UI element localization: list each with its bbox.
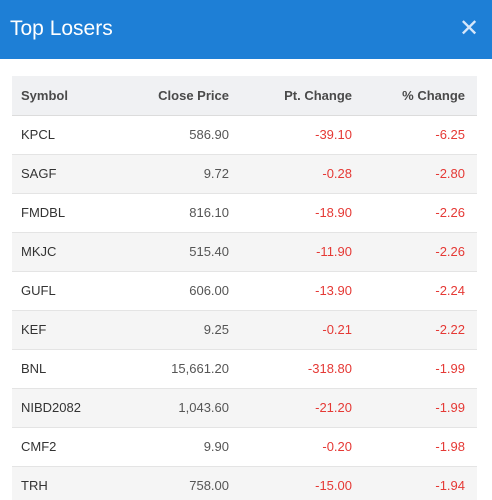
cell-symbol: BNL bbox=[12, 349, 110, 389]
table-row[interactable]: FMDBL 816.10 -18.90 -2.26 bbox=[12, 193, 477, 233]
cell-close-price: 515.40 bbox=[110, 232, 232, 272]
cell-close-price: 758.00 bbox=[110, 466, 232, 500]
table-row[interactable]: GUFL 606.00 -13.90 -2.24 bbox=[12, 271, 477, 311]
column-header-pct-change[interactable]: % Change bbox=[355, 76, 477, 116]
cell-pct-change: -1.99 bbox=[355, 388, 477, 428]
table-header-row: Symbol Close Price Pt. Change % Change bbox=[12, 76, 477, 116]
cell-pct-change: -1.99 bbox=[355, 349, 477, 389]
table-body: KPCL 586.90 -39.10 -6.25 SAGF 9.72 -0.28 -2.80 F… bbox=[12, 115, 477, 500]
cell-pt-change: -318.80 bbox=[232, 349, 355, 389]
cell-symbol: NIBD2082 bbox=[12, 388, 110, 428]
cell-close-price: 9.72 bbox=[110, 154, 232, 194]
cell-pct-change: -2.26 bbox=[355, 232, 477, 272]
cell-symbol: SAGF bbox=[12, 154, 110, 194]
cell-close-price: 586.90 bbox=[110, 115, 232, 155]
cell-pct-change: -1.94 bbox=[355, 466, 477, 500]
cell-close-price: 816.10 bbox=[110, 193, 232, 233]
cell-close-price: 15,661.20 bbox=[110, 349, 232, 389]
cell-symbol: CMF2 bbox=[12, 427, 110, 467]
cell-pt-change: -21.20 bbox=[232, 388, 355, 428]
cell-close-price: 9.25 bbox=[110, 310, 232, 350]
column-header-close-price[interactable]: Close Price bbox=[110, 76, 232, 116]
cell-pt-change: -39.10 bbox=[232, 115, 355, 155]
cell-pt-change: -18.90 bbox=[232, 193, 355, 233]
cell-symbol: KPCL bbox=[12, 115, 110, 155]
cell-pct-change: -2.80 bbox=[355, 154, 477, 194]
cell-pct-change: -2.24 bbox=[355, 271, 477, 311]
cell-symbol: MKJC bbox=[12, 232, 110, 272]
table-row[interactable]: KPCL 586.90 -39.10 -6.25 bbox=[12, 115, 477, 155]
modal-title: Top Losers bbox=[10, 17, 113, 40]
cell-close-price: 1,043.60 bbox=[110, 388, 232, 428]
cell-pt-change: -0.21 bbox=[232, 310, 355, 350]
column-header-symbol[interactable]: Symbol bbox=[12, 76, 110, 116]
cell-symbol: FMDBL bbox=[12, 193, 110, 233]
table-row[interactable]: KEF 9.25 -0.21 -2.22 bbox=[12, 310, 477, 350]
table-row[interactable]: BNL 15,661.20 -318.80 -1.99 bbox=[12, 349, 477, 389]
cell-symbol: TRH bbox=[12, 466, 110, 500]
cell-pct-change: -2.22 bbox=[355, 310, 477, 350]
cell-pct-change: -2.26 bbox=[355, 193, 477, 233]
table-row[interactable]: SAGF 9.72 -0.28 -2.80 bbox=[12, 154, 477, 194]
table-row[interactable]: NIBD2082 1,043.60 -21.20 -1.99 bbox=[12, 388, 477, 428]
cell-close-price: 606.00 bbox=[110, 271, 232, 311]
table-row[interactable]: CMF2 9.90 -0.20 -1.98 bbox=[12, 427, 477, 467]
cell-pt-change: -0.28 bbox=[232, 154, 355, 194]
top-losers-table: Symbol Close Price Pt. Change % Change K… bbox=[12, 76, 477, 500]
cell-symbol: GUFL bbox=[12, 271, 110, 311]
close-icon[interactable]: ✕ bbox=[458, 15, 480, 42]
cell-pct-change: -6.25 bbox=[355, 115, 477, 155]
cell-pct-change: -1.98 bbox=[355, 427, 477, 467]
modal-header: Top Losers ✕ bbox=[0, 0, 492, 59]
cell-symbol: KEF bbox=[12, 310, 110, 350]
table-row[interactable]: MKJC 515.40 -11.90 -2.26 bbox=[12, 232, 477, 272]
top-losers-table-container: Symbol Close Price Pt. Change % Change K… bbox=[12, 76, 477, 500]
cell-pt-change: -15.00 bbox=[232, 466, 355, 500]
cell-pt-change: -0.20 bbox=[232, 427, 355, 467]
column-header-pt-change[interactable]: Pt. Change bbox=[232, 76, 355, 116]
cell-pt-change: -11.90 bbox=[232, 232, 355, 272]
cell-close-price: 9.90 bbox=[110, 427, 232, 467]
table-row[interactable]: TRH 758.00 -15.00 -1.94 bbox=[12, 466, 477, 500]
cell-pt-change: -13.90 bbox=[232, 271, 355, 311]
